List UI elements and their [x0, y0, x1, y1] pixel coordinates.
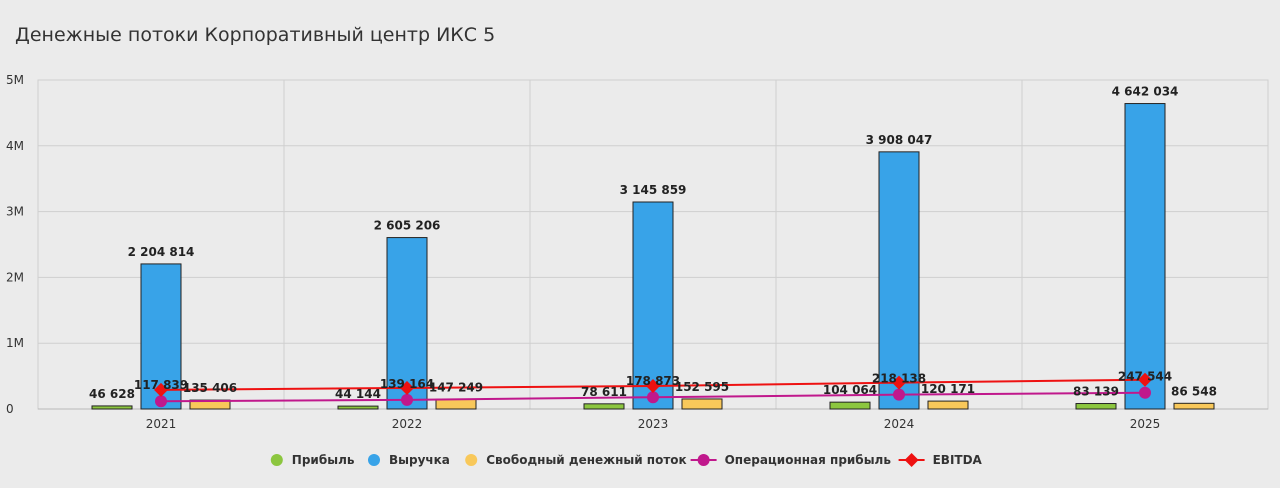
legend-symbol	[465, 454, 478, 466]
legend-symbol	[904, 453, 919, 467]
y-tick-label: 3M	[6, 205, 24, 219]
legend[interactable]: Прибыль Выручка Свободный денежный поток Оп…	[270, 453, 983, 467]
bar-data-label: 86 548	[1171, 384, 1217, 398]
y-axis: 0 1M 2M 3M 4M 5M	[6, 73, 24, 416]
bar[interactable]	[1173, 402, 1215, 410]
line-marker-circle[interactable]	[1139, 386, 1151, 399]
line-data-label: 139 164	[380, 377, 434, 391]
bar-data-label: 3 908 047	[866, 133, 933, 147]
y-tick-label: 0	[6, 402, 14, 416]
bar-data-label: 2 204 814	[128, 245, 195, 259]
line-marker-circle[interactable]	[647, 391, 659, 404]
legend-label: EBITDA	[933, 453, 983, 467]
bar[interactable]	[1075, 403, 1117, 410]
bar[interactable]	[681, 398, 723, 410]
x-tick-label: 2023	[638, 417, 669, 431]
bar[interactable]	[927, 400, 969, 410]
line-marker-diamond[interactable]	[400, 380, 414, 395]
line-data-label: 178 873	[626, 374, 680, 388]
line-data-label: 117 839	[134, 378, 188, 392]
line-marker-diamond[interactable]	[1138, 372, 1152, 387]
legend-item[interactable]: Прибыль	[270, 453, 355, 467]
bar-data-label: 83 139	[1073, 385, 1119, 399]
x-axis: 2021 2022 2023 2024 2025	[38, 408, 1268, 431]
line-data-label: 218 138	[872, 372, 926, 386]
bar[interactable]	[878, 151, 920, 410]
bar[interactable]	[632, 201, 674, 410]
bar-data-label: 78 611	[581, 385, 627, 399]
bar-data-label: 104 064	[823, 383, 877, 397]
legend-item[interactable]: Операционная прибыль	[690, 453, 892, 467]
bar-data-label: 120 171	[921, 382, 975, 396]
line-marker-diamond[interactable]	[892, 375, 906, 390]
bar-data-label: 4 642 034	[1112, 85, 1179, 99]
data-labels: 46 628 44 144 78 611 104 064 83 139 2 204 814…	[89, 85, 1217, 402]
y-tick-label: 5M	[6, 73, 24, 87]
line-data-label: 247 544	[1118, 370, 1172, 384]
bar-data-label: 2 605 206	[374, 219, 441, 233]
bar-series	[91, 103, 1215, 410]
legend-item[interactable]: Выручка	[368, 453, 450, 467]
legend-item[interactable]: EBITDA	[898, 453, 983, 467]
bar[interactable]	[91, 405, 133, 410]
legend-symbol	[697, 454, 710, 466]
line-marker-circle[interactable]	[401, 393, 413, 406]
y-tick-label: 2M	[6, 270, 24, 284]
bar-data-label: 3 145 859	[620, 183, 687, 197]
legend-label: Операционная прибыль	[725, 453, 892, 467]
bar-data-label: 46 628	[89, 387, 135, 401]
x-tick-label: 2022	[392, 417, 423, 431]
bar[interactable]	[583, 403, 625, 410]
chart-title: Денежные потоки Корпоративный центр ИКС …	[15, 24, 496, 46]
bar[interactable]	[1124, 103, 1166, 410]
bar-data-label: 44 144	[335, 387, 381, 401]
bar-data-label: 152 595	[675, 380, 729, 394]
x-tick-label: 2025	[1130, 417, 1161, 431]
legend-item[interactable]: Свободный денежный поток	[465, 453, 687, 467]
y-tick-label: 1M	[6, 336, 24, 350]
bar-data-label: 147 249	[429, 380, 483, 394]
legend-symbol	[270, 454, 283, 466]
legend-label: Выручка	[389, 453, 450, 467]
bar[interactable]	[386, 237, 428, 410]
y-tick-label: 4M	[6, 139, 24, 153]
legend-label: Прибыль	[292, 453, 355, 467]
legend-symbol	[368, 454, 380, 466]
bar[interactable]	[829, 401, 871, 410]
bar-data-label: 135 406	[183, 381, 237, 395]
line-series	[154, 372, 1152, 408]
line-marker-diamond[interactable]	[154, 382, 168, 397]
line-marker-circle[interactable]	[155, 395, 167, 408]
x-tick-label: 2021	[146, 417, 177, 431]
bar[interactable]	[435, 398, 477, 410]
line-marker-circle[interactable]	[893, 388, 905, 401]
bar[interactable]	[337, 405, 379, 410]
x-tick-label: 2024	[884, 417, 915, 431]
line-marker-diamond[interactable]	[646, 378, 660, 393]
legend-label: Свободный денежный поток	[486, 453, 687, 467]
